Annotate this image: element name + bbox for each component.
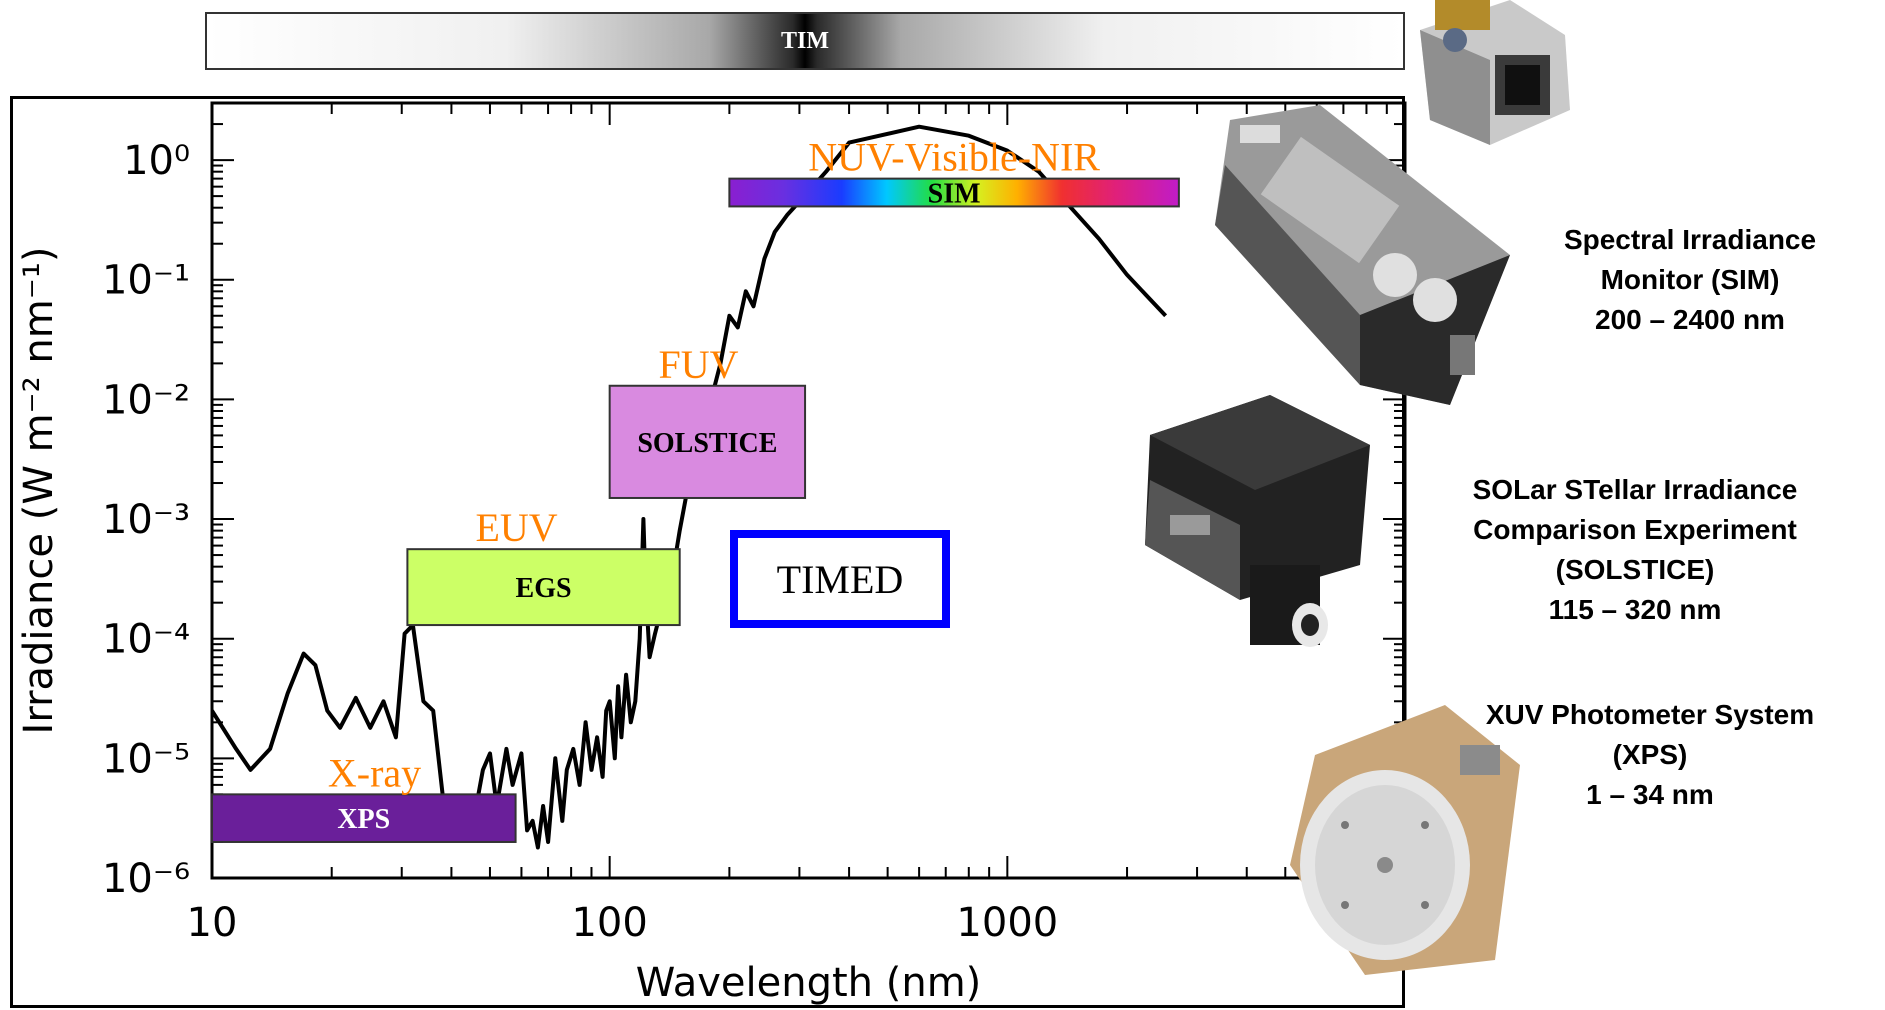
x-tick-label: 10: [187, 900, 238, 946]
tim-instrument-photo: [1420, 0, 1570, 145]
region-label-nuv-visible-nir: NUV-Visible-NIR: [808, 135, 1100, 180]
region-label-x-ray: X-ray: [328, 750, 421, 795]
sim-desc-line3: 200 – 2400 nm: [1595, 304, 1785, 335]
sim-description: Spectral Irradiance Monitor (SIM) 200 – …: [1505, 220, 1875, 340]
y-tick-label: 10⁻²: [102, 377, 190, 423]
plot-area: [210, 101, 1407, 880]
y-tick-label: 10⁻⁶: [102, 856, 190, 902]
y-axis-title: Irradiance (W m⁻² nm⁻¹): [16, 247, 62, 735]
region-label-euv: EUV: [475, 505, 557, 550]
x-tick-label: 1000: [956, 900, 1058, 946]
solstice-instrument-photo: [1145, 395, 1370, 647]
y-tick-label: 10⁰: [123, 138, 190, 184]
y-tick-label: 10⁻³: [102, 497, 190, 543]
xps-desc-line2: (XPS): [1612, 739, 1688, 770]
solstice-desc-line2: Comparison Experiment: [1473, 514, 1797, 545]
y-tick-label: 10⁻¹: [102, 258, 190, 304]
tim-label: TIM: [781, 27, 829, 54]
band-solstice: [608, 384, 807, 499]
band-egs: [406, 548, 681, 627]
band-sim: [728, 177, 1180, 208]
solstice-description: SOLar STellar Irradiance Comparison Expe…: [1395, 470, 1875, 630]
sim-desc-line2: Monitor (SIM): [1600, 264, 1780, 295]
timed-label: TIMED: [776, 556, 904, 602]
tim-band: TIM: [205, 12, 1405, 70]
solstice-desc-line3: (SOLSTICE): [1555, 554, 1715, 585]
sim-instrument-photo: [1215, 105, 1510, 405]
band-label-sim: SIM: [928, 179, 981, 210]
spectrum-line: [212, 124, 1168, 850]
solstice-desc-line1: SOLar STellar Irradiance: [1472, 474, 1798, 505]
band-label-xps: XPS: [337, 804, 390, 835]
x-tick-label: 100: [571, 900, 647, 946]
y-tick-label: 10⁻⁵: [102, 736, 190, 782]
timed-box: TIMED: [730, 530, 950, 628]
xps-instrument-photo: [1290, 705, 1520, 975]
xps-desc-line3: 1 – 34 nm: [1586, 779, 1714, 810]
solstice-desc-line4: 115 – 320 nm: [1548, 594, 1722, 625]
xps-desc-line1: XUV Photometer System: [1485, 699, 1815, 730]
band-xps: [211, 793, 517, 843]
y-tick-label: 10⁻⁴: [102, 617, 190, 663]
region-label-fuv: FUV: [659, 342, 739, 387]
band-label-solstice: SOLSTICE: [637, 428, 777, 459]
x-axis-title: Wavelength (nm): [636, 960, 982, 1006]
sim-desc-line1: Spectral Irradiance: [1563, 224, 1817, 255]
band-label-egs: EGS: [516, 573, 572, 604]
xps-description: XUV Photometer System (XPS) 1 – 34 nm: [1420, 695, 1880, 815]
